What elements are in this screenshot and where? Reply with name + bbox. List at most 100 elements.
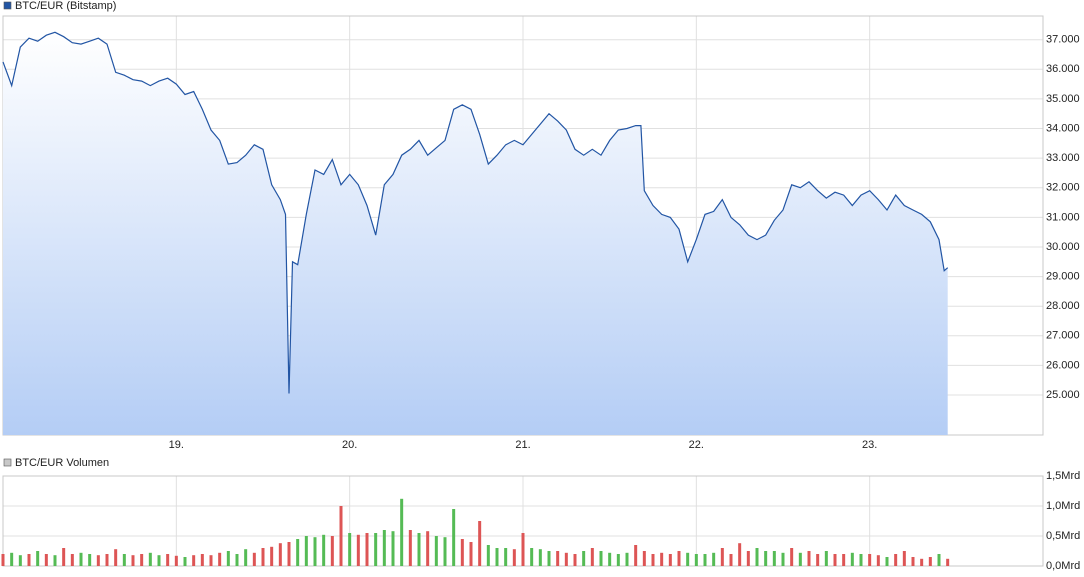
volume-bar: [70, 554, 74, 566]
volume-bar: [547, 551, 551, 566]
volume-bar: [660, 552, 664, 566]
volume-bar: [166, 554, 170, 566]
y-tick-label: 33.000: [1046, 152, 1080, 164]
volume-bar: [313, 537, 317, 566]
volume-bar: [582, 551, 586, 566]
y-tick-label: 0,0Mrd: [1046, 560, 1080, 572]
volume-bar: [694, 554, 698, 566]
volume-bar: [218, 552, 222, 566]
price-line: [2, 31, 949, 394]
volume-bar: [937, 554, 941, 566]
volume-bar: [278, 543, 282, 566]
y-tick-label: 37.000: [1046, 34, 1080, 46]
y-tick-label: 32.000: [1046, 182, 1080, 194]
volume-bar: [807, 551, 811, 566]
volume-bar: [322, 534, 326, 566]
price-area: [3, 32, 948, 436]
volume-bar: [304, 536, 308, 566]
volume-bar: [235, 554, 239, 566]
y-tick-label: 34.000: [1046, 122, 1080, 134]
volume-bar: [677, 551, 681, 566]
volume-bar: [252, 552, 256, 566]
volume-bar: [287, 542, 291, 566]
volume-bar: [781, 552, 785, 566]
volume-bar: [391, 531, 395, 566]
x-tick-label: 19.: [169, 439, 184, 451]
volume-bar: [296, 539, 300, 566]
volume-bar: [18, 555, 22, 566]
x-tick-label: 21.: [515, 439, 530, 451]
volume-bar: [599, 551, 603, 566]
volume-bar: [79, 552, 83, 566]
volume-bar: [703, 554, 707, 566]
y-tick-label: 27.000: [1046, 330, 1080, 342]
legend-swatch: [3, 1, 12, 10]
y-tick-label: 26.000: [1046, 359, 1080, 371]
volume-bar: [894, 554, 898, 566]
volume-bar: [426, 531, 430, 566]
y-tick-label: 29.000: [1046, 270, 1080, 282]
legend-swatch: [3, 458, 12, 467]
volume-bar: [573, 554, 577, 566]
volume-bar: [460, 539, 464, 566]
volume-bar: [192, 555, 196, 566]
volume-bar: [608, 552, 612, 566]
volume-bar: [530, 548, 534, 566]
volume-bar: [148, 552, 152, 566]
y-tick-label: 28.000: [1046, 300, 1080, 312]
y-tick-label: 36.000: [1046, 63, 1080, 75]
volume-bar: [452, 509, 456, 566]
volume-bar: [105, 554, 109, 566]
volume-bar: [44, 554, 48, 566]
volume-bar: [356, 534, 360, 566]
volume-bar: [512, 549, 516, 566]
volume-bar: [859, 554, 863, 566]
volume-bar: [590, 548, 594, 566]
x-tick-label: 23.: [862, 439, 877, 451]
volume-bar: [27, 554, 31, 566]
volume-bar: [478, 521, 482, 566]
volume-bar: [174, 555, 178, 566]
volume-bar: [755, 548, 759, 566]
volume-bar: [911, 557, 915, 566]
volume-bar: [928, 557, 932, 566]
volume-bar: [1, 554, 5, 566]
volume-bar: [36, 551, 40, 566]
volume-bar: [486, 545, 490, 566]
volume-bar: [885, 557, 889, 566]
volume-bar: [417, 533, 421, 566]
volume-bar: [538, 549, 542, 566]
volume-bar: [434, 536, 438, 566]
volume-bar: [244, 549, 248, 566]
volume-bar: [920, 558, 924, 566]
volume-bar: [564, 552, 568, 566]
volume-bar: [686, 552, 690, 566]
volume-bar: [876, 555, 880, 566]
volume-bar: [88, 554, 92, 566]
volume-bar: [209, 555, 213, 566]
volume-bar: [365, 533, 369, 566]
volume-bar: [140, 554, 144, 566]
y-tick-label: 35.000: [1046, 93, 1080, 105]
volume-bar: [634, 545, 638, 566]
volume-bar: [668, 554, 672, 566]
volume-bar: [746, 551, 750, 566]
legend-label: BTC/EUR (Bitstamp): [15, 0, 116, 12]
x-tick-label: 20.: [342, 439, 357, 451]
volume-bar: [200, 554, 204, 566]
volume-bar: [382, 530, 386, 566]
volume-bar: [521, 533, 525, 566]
volume-bar: [374, 533, 378, 566]
volume-bar: [946, 558, 950, 566]
legend-label: BTC/EUR Volumen: [15, 457, 109, 469]
volume-bar: [96, 555, 100, 566]
volume-bar: [504, 548, 508, 566]
volume-bar: [790, 548, 794, 566]
volume-bar: [764, 551, 768, 566]
volume-bar: [270, 546, 274, 566]
volume-bar: [495, 548, 499, 566]
y-tick-label: 25.000: [1046, 389, 1080, 401]
volume-bar: [400, 498, 404, 566]
x-tick-label: 22.: [689, 439, 704, 451]
